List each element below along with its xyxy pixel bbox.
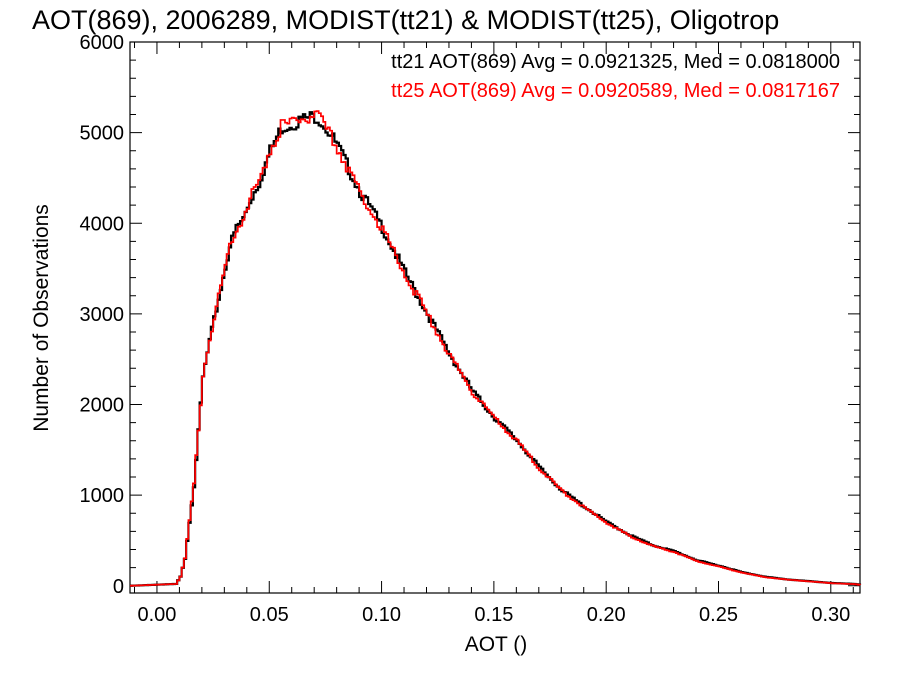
y-tick-label: 0 (113, 576, 124, 598)
x-tick-label: 0.15 (474, 604, 513, 626)
y-tick-label: 3000 (80, 304, 125, 326)
plot-frame (129, 41, 861, 594)
x-tick-label: 0.05 (250, 604, 289, 626)
series-line-tt21 (130, 111, 862, 587)
legend-entry-tt21: tt21 AOT(869) Avg = 0.0921325, Med = 0.0… (391, 51, 840, 73)
y-tick-label: 6000 (80, 32, 125, 54)
plot-area-border (129, 41, 861, 594)
x-tick-label: 0.25 (699, 604, 738, 626)
x-tick-labels: 0.00 0.05 0.10 0.15 0.20 0.25 0.30 (137, 604, 850, 626)
legend-entry-tt25: tt25 AOT(869) Avg = 0.0920589, Med = 0.0… (391, 80, 840, 102)
y-tick-label: 1000 (80, 485, 125, 507)
x-tick-label: 0.10 (362, 604, 401, 626)
axis-ticks (130, 41, 860, 593)
x-tick-label: 0.30 (811, 604, 850, 626)
y-tick-labels: 0 1000 2000 3000 4000 5000 6000 (80, 32, 125, 598)
y-tick-label: 4000 (80, 213, 125, 235)
x-axis-label: AOT () (465, 633, 528, 656)
series-lines (130, 110, 862, 587)
x-tick-label: 0.20 (587, 604, 626, 626)
y-tick-label: 5000 (80, 123, 125, 145)
chart-title: AOT(869), 2006289, MODIST(tt21) & MODIST… (32, 5, 779, 35)
x-tick-label: 0.00 (137, 604, 176, 626)
y-axis-label: Number of Observations (30, 204, 53, 432)
series-line-tt25 (130, 110, 861, 587)
y-tick-label: 2000 (80, 395, 125, 417)
